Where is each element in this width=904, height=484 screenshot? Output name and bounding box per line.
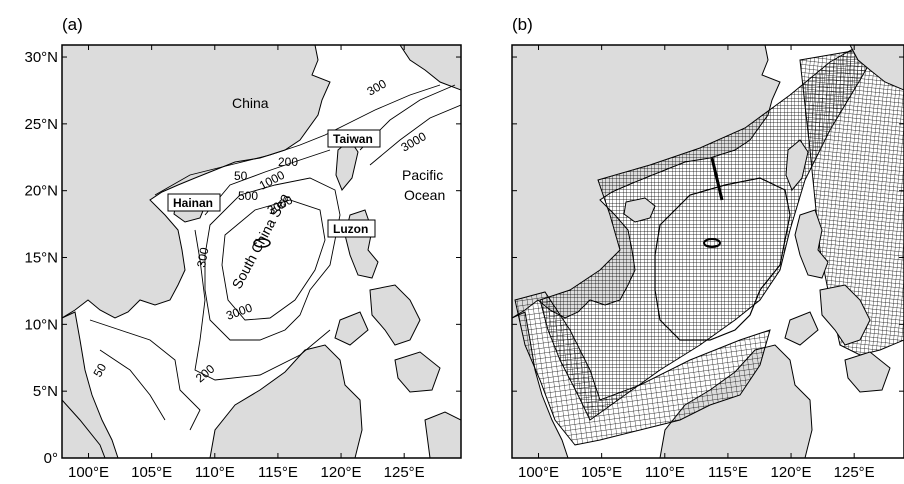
sumatra [62,399,106,458]
panel-b-map: (b) [511,15,904,459]
boxed-label-hainan: Hainan [167,193,221,212]
x-tick-label: 120°E [321,464,362,481]
x-tick-label: 125°E [834,464,875,481]
grid-refinement-line [710,157,724,201]
y-tick-label: 25°N [24,116,58,133]
borneo [209,344,363,458]
contour-label: 500 [238,189,258,203]
y-tick-label: 30°N [24,49,58,66]
place-label-pacific: Pacific [402,167,443,183]
mindanao [844,351,891,393]
hainan-island [623,197,656,223]
panel-a-label: (a) [62,15,83,34]
philippine-islands [784,284,871,346]
luzon-island [794,209,829,279]
model-grid-mesh-southwest [514,291,771,446]
northeast-land [399,45,461,91]
svg-text:Hainan: Hainan [173,196,213,210]
x-tick-label: 100°E [68,464,109,481]
contour-1000 [654,177,791,341]
y-tick-label: 20°N [24,183,58,200]
taiwan-island [785,139,809,191]
svg-text:Luzon: Luzon [333,222,368,236]
contour-coastal-sunda [89,319,201,431]
contour-3000 [221,199,326,321]
panel-a-frame [61,44,462,459]
northeast-land [849,45,904,91]
mindanao [394,351,441,393]
philippine-islands [334,284,421,346]
panel-b-label: (b) [512,15,533,34]
x-tick-label: 120°E [771,464,812,481]
mainland-china-indochina [62,45,331,319]
seamount [253,238,271,248]
x-tick-label: 100°E [518,464,559,481]
panel-a-map: (a) [61,15,462,459]
panel-b-frame [511,44,904,459]
y-tick-label: 0° [44,450,58,467]
contour-label: 50 [234,169,248,183]
x-tick-label: 105°E [581,464,622,481]
contour-label: 50 [90,361,109,380]
y-tick-label: 10°N [24,316,58,333]
svg-text:Taiwan: Taiwan [333,132,373,146]
seamount [703,238,721,248]
place-label-ocean: Ocean [404,187,445,203]
x-tick-label: 110°E [645,464,685,481]
contour-label: 200 [278,155,298,169]
x-tick-label: 110°E [195,464,235,481]
contour-200 [194,149,331,381]
y-tick-label: 5°N [33,383,58,400]
x-tick-label: 105°E [131,464,172,481]
contour-1000 [204,177,341,341]
x-tick-label: 115°E [258,464,298,481]
place-label-china: China [232,95,269,111]
contour-50 [154,84,441,196]
boxed-label-luzon: Luzon [327,219,376,238]
contour-label: 300 [194,246,211,268]
boxed-label-taiwan: Taiwan [327,129,381,148]
sulawesi [424,411,461,458]
x-tick-label: 125°E [384,464,425,481]
y-tick-label: 15°N [24,250,58,267]
x-tick-label: 115°E [708,464,748,481]
axis-ticks: 100°E 105°E 110°E 115°E 120°E 125°E 30°N 25°N 20… [24,45,904,481]
